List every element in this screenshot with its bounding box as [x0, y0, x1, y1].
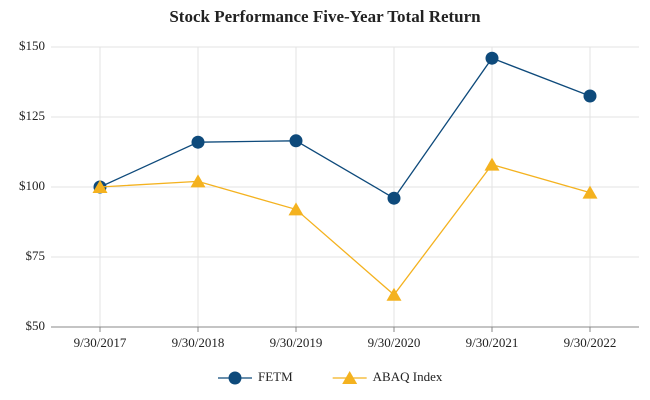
series-line [99, 57, 591, 200]
point [191, 135, 205, 149]
point [485, 51, 499, 65]
point [386, 287, 402, 301]
point [387, 191, 401, 205]
point [484, 157, 500, 171]
x-tick-label: 9/30/2022 [564, 335, 617, 350]
legend-marker [342, 371, 358, 384]
point [289, 134, 303, 148]
series-line [99, 163, 591, 296]
point [92, 180, 108, 193]
point [190, 174, 206, 188]
y-tick-label: $125 [19, 108, 45, 123]
point [583, 89, 597, 103]
y-tick-label: $50 [26, 318, 46, 333]
y-tick-label: $75 [26, 248, 46, 263]
point [582, 185, 598, 199]
chart-title: Stock Performance Five-Year Total Return [169, 7, 481, 26]
x-tick-label: 9/30/2019 [270, 335, 323, 350]
legend-label: ABAQ Index [373, 369, 443, 384]
x-tick-label: 9/30/2018 [172, 335, 225, 350]
x-tick-label: 9/30/2021 [466, 335, 519, 350]
x-tick-label: 9/30/2017 [74, 335, 127, 350]
point [288, 202, 304, 216]
y-tick-label: $150 [19, 38, 45, 53]
x-tick-label: 9/30/2020 [368, 335, 421, 350]
legend-marker [228, 371, 242, 385]
legend-label: FETM [258, 369, 293, 384]
y-tick-label: $100 [19, 178, 45, 193]
